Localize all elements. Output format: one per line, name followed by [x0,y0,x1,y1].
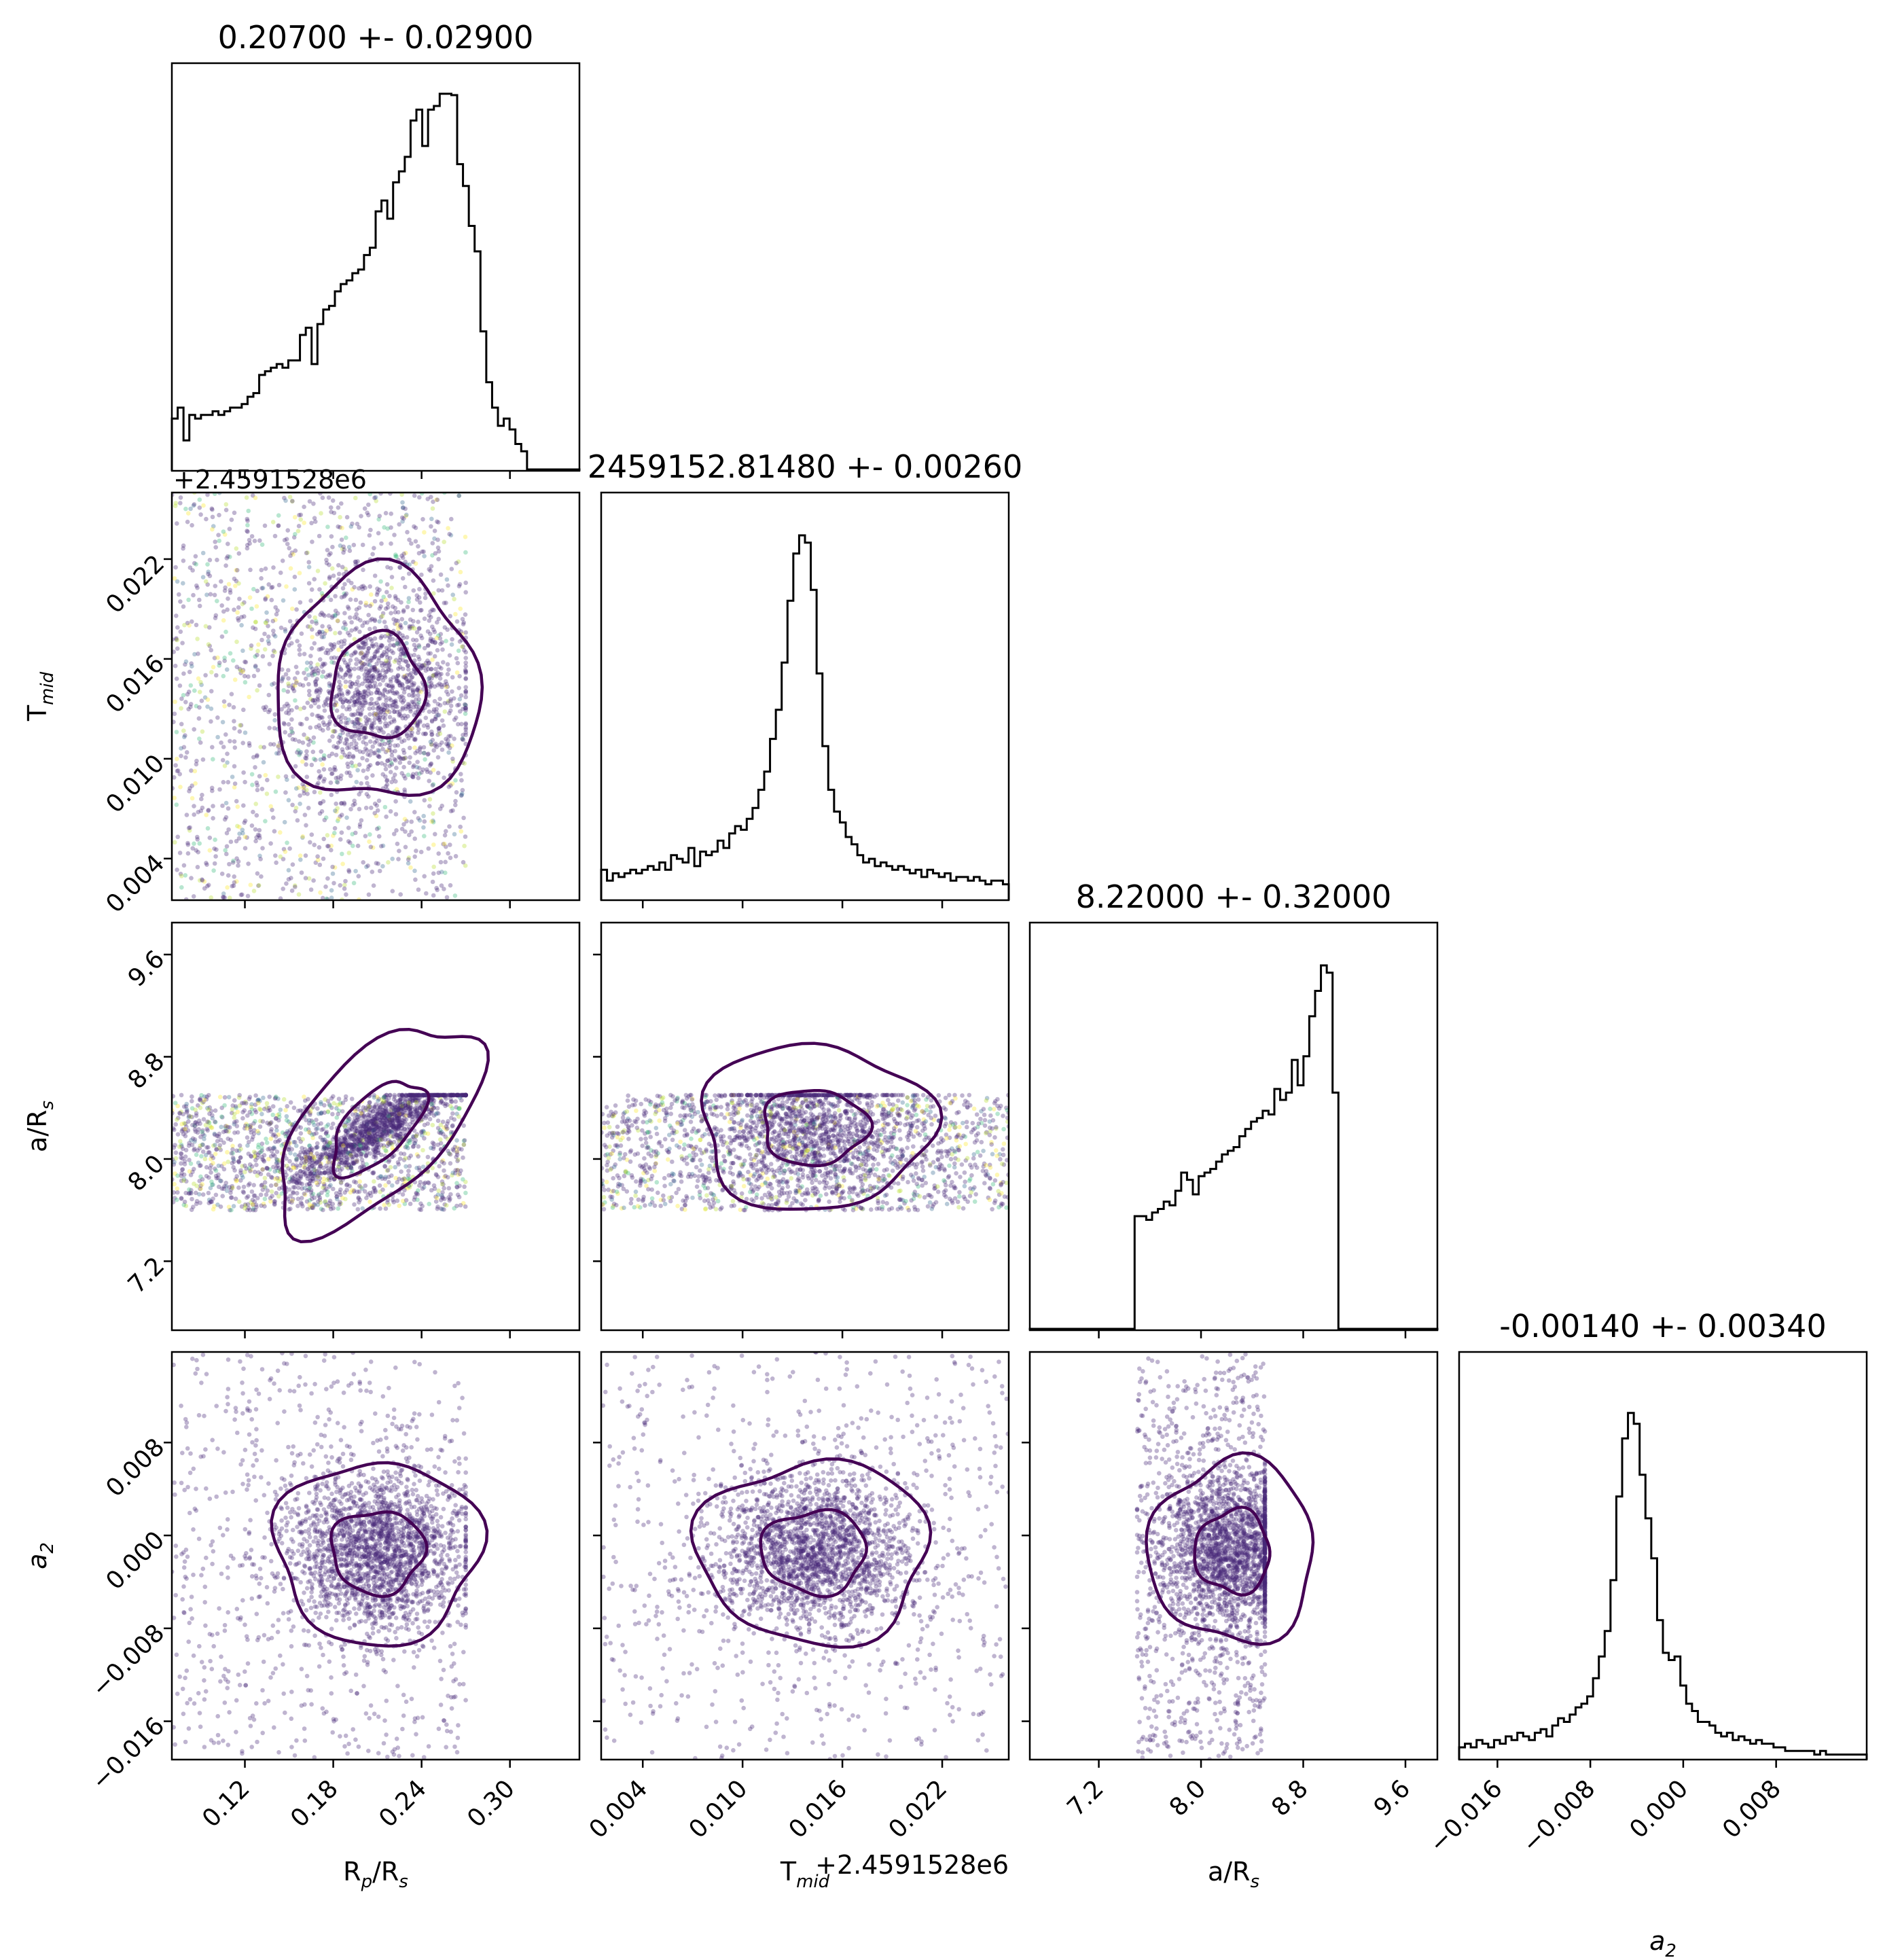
title-rp: 0.20700 +- 0.02900 [218,19,534,56]
y-tick-label: 0.016 [101,649,170,719]
axes-frame [1028,921,1439,1332]
histogram-tmid [600,534,1010,900]
x-tick-label: 9.6 [1369,1775,1416,1821]
axes-frame [1458,1351,1868,1761]
contour-line [329,628,429,740]
y-tick-label: 0.010 [101,749,170,819]
axes-frame [171,62,581,472]
contour-line [1193,1505,1272,1597]
scatter-panel-tmid-a2 [600,1351,1010,1761]
y-tick-label: −0.016 [86,1712,170,1796]
x-tick-label: −0.016 [1424,1775,1507,1858]
x-tick-label: 0.18 [285,1775,344,1833]
title-tmid: 2459152.81480 +- 0.00260 [588,448,1022,485]
axes-frame [600,921,1010,1332]
contour-line [331,1080,431,1180]
axes-frame [171,1351,581,1761]
y-tick-label: 8.0 [123,1150,170,1196]
contour-line [759,1508,868,1599]
x-tick-label: 8.0 [1164,1775,1211,1821]
hist-panel-tmid: 2459152.81480 +- 0.00260 [588,448,1022,902]
x-tick-label: 0.24 [374,1775,432,1833]
y-offset-text: +2.4591528e6 [173,465,367,495]
y-tick-label: 0.008 [101,1433,170,1503]
axes-frame [171,921,581,1332]
y-axis-label-ars: a/Rs [22,1101,58,1152]
axes-frame [171,491,581,902]
y-tick-label: 0.000 [101,1526,170,1595]
y-axis-label-tmid: Tmid [22,671,58,721]
contour-line [281,1027,490,1243]
scatter-panel-rp-a2 [171,1351,581,1761]
x-tick-label: 0.008 [1717,1775,1787,1844]
x-tick-label: 7.2 [1062,1775,1109,1821]
x-tick-label: 0.12 [197,1775,255,1833]
scatter-panel-rp-tmid [171,491,581,902]
contour-line [689,1457,933,1649]
x-axis-label-ars: a/Rs [1208,1857,1259,1892]
scatter-points [172,1352,489,1760]
histogram-rp [171,92,581,471]
y-tick-label: 7.2 [123,1252,170,1299]
x-tick-label: 0.022 [883,1775,952,1844]
contour-line [270,1461,489,1648]
x-tick-label: 0.010 [684,1775,753,1844]
x-offset-text: +2.4591528e6 [815,1850,1009,1880]
x-tick-label: 0.30 [462,1775,520,1833]
scatter-panel-tmid-ars [600,921,1010,1332]
x-axis-label-a2: a2 [1649,1926,1676,1960]
hist-panel-ars: 8.22000 +- 0.32000 [1028,878,1439,1332]
contour-line [329,1510,429,1599]
contour-line [700,1041,944,1211]
scatter-points [1134,1352,1315,1760]
scatter-points [601,1352,1009,1760]
scatter-points [601,1041,1009,1213]
hist-panel-a2: -0.00140 +- 0.00340 [1458,1308,1868,1761]
scatter-points [172,1027,490,1243]
y-tick-label: 0.004 [101,849,170,919]
axes-frame [600,491,1010,902]
title-ars: 8.22000 +- 0.32000 [1076,878,1392,915]
x-tick-label: 0.016 [784,1775,853,1844]
title-a2: -0.00140 +- 0.00340 [1499,1308,1826,1344]
x-tick-label: 8.8 [1266,1775,1313,1821]
scatter-panel-rp-ars [171,921,581,1332]
axes-frame [1028,1351,1439,1761]
x-tick-label: 0.000 [1624,1775,1693,1844]
axes-frame [600,1351,1010,1761]
contour-line [763,1088,874,1168]
y-tick-label: 9.6 [123,945,170,992]
y-tick-label: 0.022 [101,550,170,619]
histogram-ars [1028,964,1439,1330]
histogram-a2 [1458,1412,1868,1760]
scatter-panel-ars-a2 [1028,1351,1439,1761]
contour-line [276,557,484,797]
x-tick-label: 0.004 [584,1775,653,1844]
contour-line [1145,1451,1315,1646]
y-tick-label: 8.8 [123,1048,170,1094]
scatter-points [172,493,484,900]
x-axis-label-rp: Rp/Rs [343,1857,408,1892]
y-axis-label-a2: a2 [22,1542,58,1569]
x-tick-label: −0.008 [1517,1775,1600,1858]
x-axis-label-tmid: Tmid [780,1857,830,1892]
hist-panel-rp: 0.20700 +- 0.02900 [171,19,581,472]
y-tick-label: −0.008 [86,1619,170,1703]
